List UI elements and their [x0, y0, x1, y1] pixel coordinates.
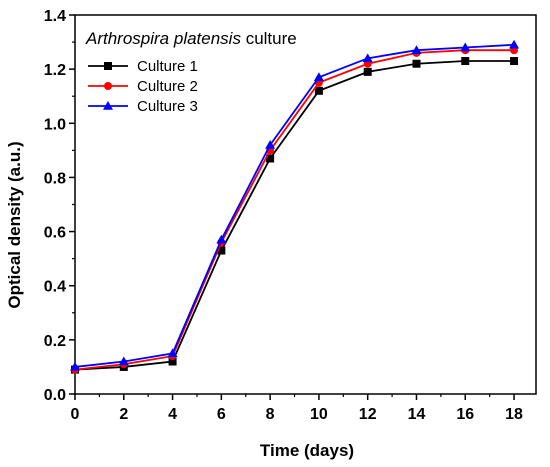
x-tick-label: 2 [119, 406, 128, 423]
data-point [168, 357, 177, 366]
legend: Arthrospira platensis culture Culture 1 Cu… [85, 29, 297, 115]
data-point [412, 59, 421, 68]
x-tick-label: 18 [505, 406, 523, 423]
x-tick-label: 14 [408, 406, 426, 423]
data-point [313, 72, 324, 82]
data-point [510, 57, 519, 66]
data-point [70, 361, 80, 371]
y-tick-label: 0.0 [44, 387, 66, 404]
data-point [363, 67, 372, 76]
data-point [217, 246, 226, 255]
x-tick-label: 0 [71, 406, 80, 423]
axes: 0 2 4 6 8 10 12 14 16 18 0.0 0.2 0.4 0.6 0.8 1.0 1.2 1.4 [44, 8, 537, 423]
data-point [411, 45, 422, 54]
legend-title-species: Arthrospira platensis [85, 29, 241, 48]
series-line [74, 49, 515, 371]
legend-marker [103, 101, 113, 110]
data-point [265, 139, 276, 149]
x-tick-label: 10 [310, 406, 328, 423]
y-tick-label: 0.8 [44, 170, 66, 187]
x-tick-label: 8 [266, 406, 275, 423]
legend-marker [104, 62, 112, 70]
legend-entry-2: Culture 2 [88, 78, 198, 95]
legend-marker [104, 82, 112, 90]
x-tick-label: 16 [456, 406, 474, 423]
data-point [216, 234, 227, 244]
legend-title-suffix: culture [241, 29, 297, 48]
y-tick-label: 1.2 [44, 62, 66, 79]
data-point [314, 86, 323, 95]
data-point [362, 53, 373, 63]
legend-entry-1: Culture 1 [88, 58, 198, 75]
legend-entry-3: Culture 3 [88, 98, 198, 115]
legend-label: Culture 3 [137, 98, 198, 115]
series-3 [70, 39, 520, 371]
y-tick-label: 1.4 [44, 8, 66, 25]
x-axis-title: Time (days) [260, 441, 354, 460]
series-line [74, 43, 515, 368]
series-2 [71, 46, 519, 374]
legend-label: Culture 2 [137, 78, 198, 95]
data-point [118, 356, 129, 366]
series-line [74, 60, 515, 371]
legend-label: Culture 1 [137, 58, 198, 75]
x-tick-label: 12 [359, 406, 377, 423]
y-tick-label: 0.4 [44, 279, 66, 296]
y-tick-label: 0.6 [44, 225, 66, 242]
x-tick-label: 6 [217, 406, 226, 423]
y-tick-label: 1.0 [44, 116, 66, 133]
x-tick-label: 4 [168, 406, 177, 423]
data-point [460, 42, 471, 52]
data-point [266, 154, 275, 163]
y-tick-label: 0.2 [44, 333, 66, 350]
y-axis-title: Optical density (a.u.) [5, 141, 24, 308]
series-layer [70, 39, 520, 374]
data-point [167, 348, 178, 358]
data-point [461, 57, 470, 66]
data-point [509, 39, 520, 49]
legend-title: Arthrospira platensis culture [85, 29, 297, 48]
